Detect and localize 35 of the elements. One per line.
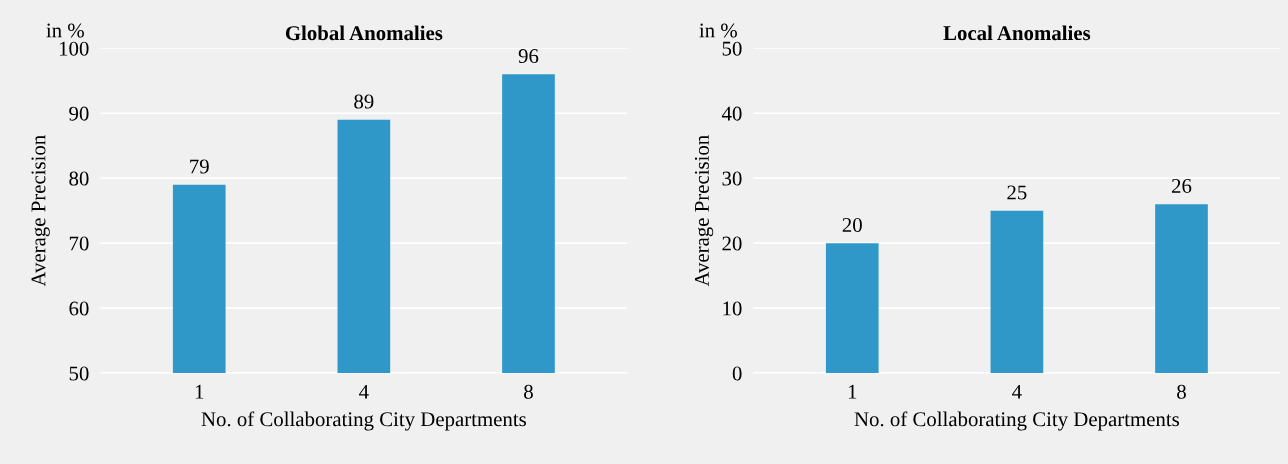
x-tick-label: 8 <box>1177 384 1186 399</box>
y-tick-label: 80 <box>69 171 89 186</box>
x-tick-label: 1 <box>848 384 857 399</box>
text: in % <box>699 23 737 38</box>
data-label: 79 <box>190 159 209 174</box>
y-axis-title: Average Precision <box>31 135 50 287</box>
y-tick-label: 30 <box>722 171 742 186</box>
y-tick-label: 40 <box>721 106 742 121</box>
y-tick-label: 20 <box>722 236 742 251</box>
y-tick-label: 100 <box>59 41 89 56</box>
x-axis-title: No. of Collaborating City Departments <box>854 411 1179 431</box>
x-tick-label: 1 <box>195 384 204 399</box>
x-tick-label: 4 <box>1012 384 1022 399</box>
y-tick-label: 50 <box>69 366 89 381</box>
data-label: 25 <box>1007 185 1027 200</box>
data-label: 89 <box>354 94 374 109</box>
y-tick-label: 60 <box>69 301 89 316</box>
y-tick-label: 70 <box>69 236 89 251</box>
data-label: 26 <box>1172 178 1192 193</box>
bar <box>1155 204 1208 374</box>
bar <box>825 243 879 374</box>
data-label: 96 <box>518 49 539 64</box>
x-axis-title: No. of Collaborating City Departments <box>201 411 526 431</box>
data-label: 20 <box>842 217 862 232</box>
x-tick-label: 4 <box>359 384 369 399</box>
text: in % <box>46 23 84 38</box>
x-tick-label: 8 <box>524 384 533 399</box>
bar <box>990 210 1044 374</box>
chart-title: Global Anomalies <box>285 25 443 41</box>
chart-title: Local Anomalies <box>943 25 1091 41</box>
y-tick-label: 50 <box>722 41 742 56</box>
y-tick-label: 10 <box>723 301 742 316</box>
y-tick-label: 0 <box>732 366 742 381</box>
y-axis-title: Average Precision <box>694 135 714 287</box>
y-tick-label: 90 <box>69 106 89 121</box>
